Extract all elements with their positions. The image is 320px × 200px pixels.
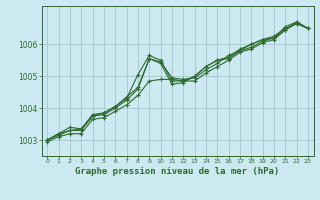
X-axis label: Graphe pression niveau de la mer (hPa): Graphe pression niveau de la mer (hPa): [76, 167, 280, 176]
